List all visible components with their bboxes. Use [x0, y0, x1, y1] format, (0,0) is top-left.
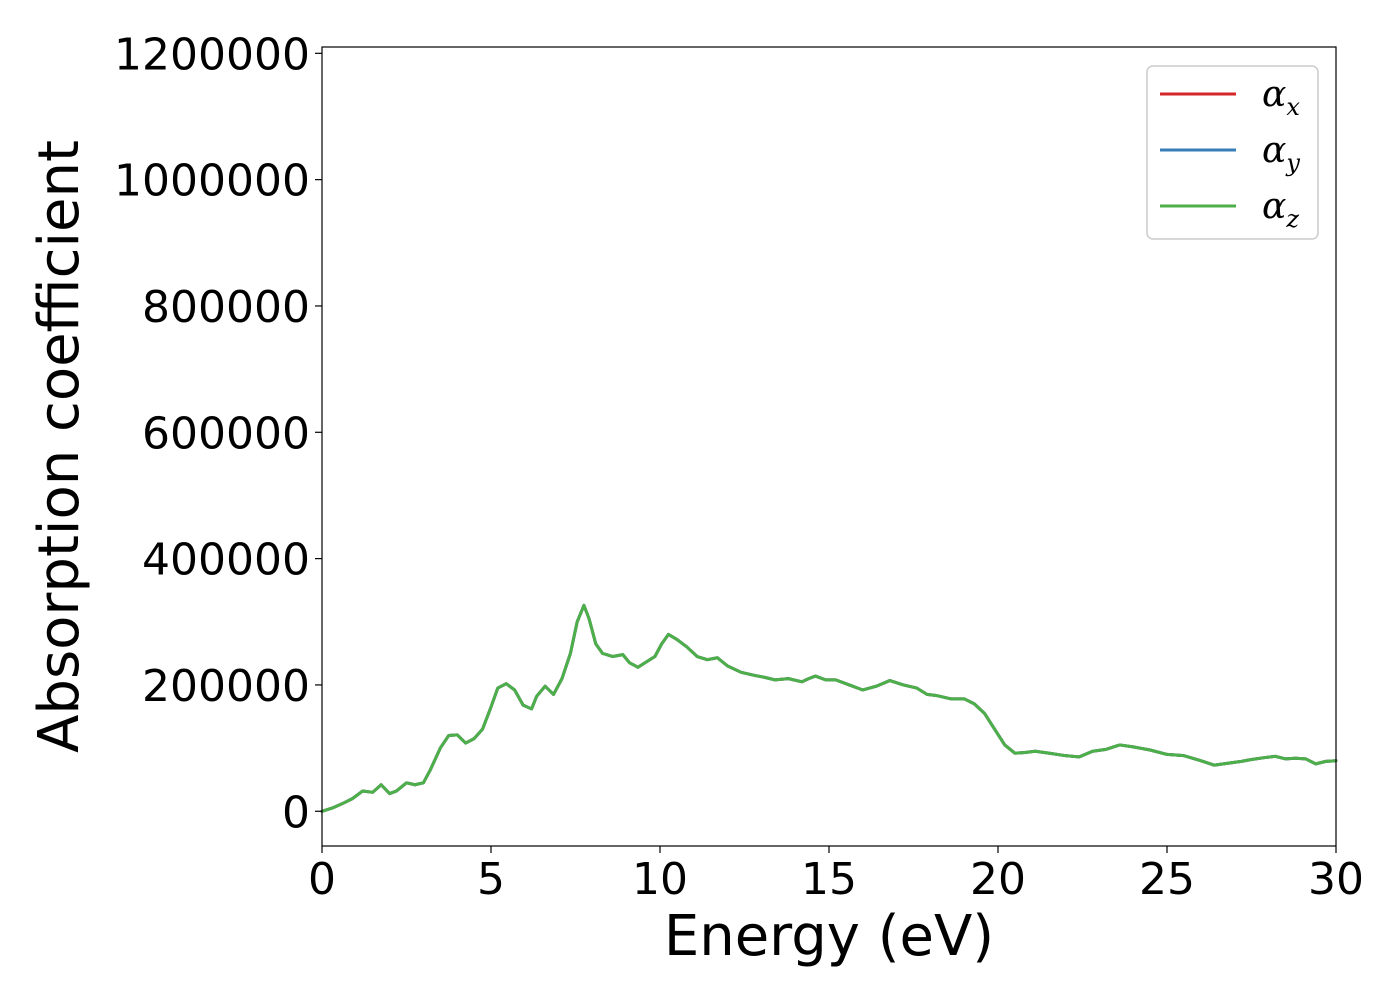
y-tick-label: 400000 [142, 535, 310, 586]
x-tick-label: 30 [1308, 854, 1364, 905]
legend: αx αy αz [1146, 65, 1319, 240]
series-layer [320, 603, 1338, 813]
y-axis: 0 200000 400000 600000 800000 1000000 1200000 [114, 29, 322, 838]
legend-label-1: αy [1262, 130, 1300, 177]
x-axis-label: Energy (eV) [664, 904, 994, 969]
x-axis: 0 5 10 15 20 25 30 [308, 846, 1364, 905]
y-axis-label: Absorption coefficient [27, 140, 92, 753]
legend-box [1146, 65, 1319, 240]
y-tick-label: 200000 [142, 661, 310, 712]
legend-label-2: αz [1262, 186, 1299, 233]
x-tick-label: 25 [1139, 854, 1195, 905]
legend-label-0: αx [1262, 74, 1300, 121]
x-tick-label: 10 [632, 854, 688, 905]
x-tick-label: 5 [477, 854, 505, 905]
y-tick-label: 0 [282, 787, 310, 838]
y-tick-label: 1000000 [114, 156, 310, 207]
y-tick-label: 800000 [142, 282, 310, 333]
series-line-2 [320, 603, 1338, 813]
x-tick-label: 15 [801, 854, 857, 905]
x-tick-label: 0 [308, 854, 336, 905]
y-tick-label: 600000 [142, 408, 310, 459]
x-tick-label: 20 [970, 854, 1026, 905]
y-tick-label: 1200000 [114, 29, 310, 80]
